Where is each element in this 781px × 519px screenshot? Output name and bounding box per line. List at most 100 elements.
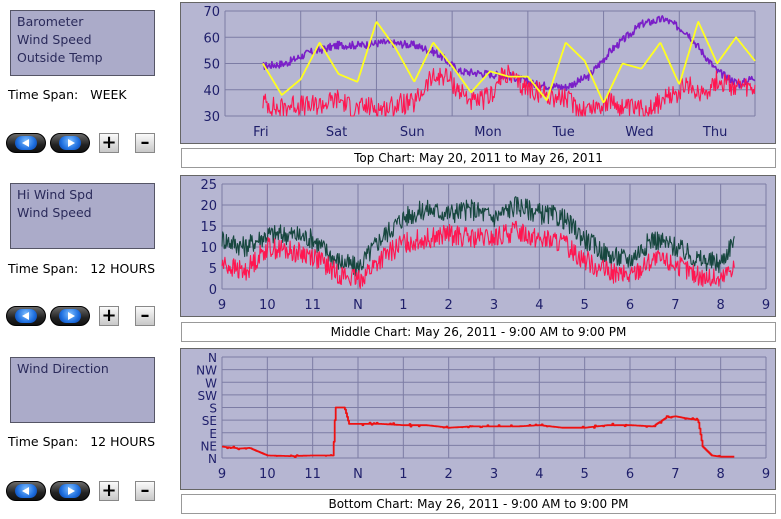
legend-box-middle: Hi Wind Spd Wind Speed <box>10 183 155 249</box>
y-tick-label: 40 <box>203 84 220 99</box>
y-tick-label: 70 <box>203 5 220 20</box>
y-tick-label: 50 <box>203 58 220 73</box>
zoom-in-button-middle[interactable]: + <box>99 306 119 326</box>
x-tick-label: N <box>353 467 363 482</box>
x-tick-label: 7 <box>671 467 679 482</box>
y-tick-label: 0 <box>209 283 217 298</box>
y-tick-label: SE <box>202 414 217 428</box>
x-tick-label: 3 <box>490 298 498 313</box>
y-tick-label: NW <box>196 364 217 378</box>
legend-label: Wind Speed <box>17 205 92 220</box>
x-tick-label: 11 <box>304 467 321 482</box>
bottom-chart: N NE E SE S SW W NW N 9 10 11 N 1 2 3 4 5 6 7 8 9 <box>180 348 776 490</box>
series-line <box>221 220 735 289</box>
x-tick-label: 9 <box>218 467 226 482</box>
top-chart: 30 40 50 60 70 Fri Sat Sun Mon Tue Wed Thu <box>180 2 776 144</box>
prev-button-top[interactable] <box>6 133 46 153</box>
series-line <box>262 64 756 117</box>
series-line <box>221 196 735 277</box>
zoom-out-button-bottom[interactable]: – <box>135 481 155 501</box>
y-tick-label: E <box>209 427 217 441</box>
y-tick-label: NE <box>200 439 217 453</box>
x-tick-label: 4 <box>535 467 543 482</box>
y-tick-label: 60 <box>203 31 220 46</box>
time-span-top: Time Span: WEEK <box>8 87 139 102</box>
y-tick-label: 20 <box>200 199 217 214</box>
x-tick-label: Wed <box>625 125 653 140</box>
legend-label: Wind Direction <box>17 361 109 376</box>
x-tick-label: 2 <box>445 298 453 313</box>
legend-box-top: Barometer Wind Speed Outside Temp <box>10 10 155 76</box>
time-span-label: Time Span: <box>8 87 79 102</box>
x-tick-label: Thu <box>702 125 727 140</box>
y-tick-label: 25 <box>200 178 217 193</box>
x-tick-label: 1 <box>399 467 407 482</box>
y-tick-label: 15 <box>200 220 217 235</box>
y-tick-label: SW <box>198 389 218 403</box>
next-button-middle[interactable] <box>50 306 90 326</box>
left-arrow-icon <box>15 309 37 323</box>
prev-button-bottom[interactable] <box>6 481 46 501</box>
x-tick-label: Sat <box>326 125 347 140</box>
bottom-chart-caption: Bottom Chart: May 26, 2011 - 9:00 AM to … <box>181 494 776 514</box>
left-arrow-icon <box>15 136 37 150</box>
time-span-label: Time Span: <box>8 434 79 449</box>
series-line <box>222 406 735 458</box>
legend-label: Barometer <box>17 14 84 29</box>
x-tick-label: 2 <box>445 467 453 482</box>
top-chart-svg: 30 40 50 60 70 Fri Sat Sun Mon Tue Wed Thu <box>203 5 756 140</box>
middle-chart-caption: Middle Chart: May 26, 2011 - 9:00 AM to … <box>181 322 776 342</box>
x-tick-label: Tue <box>552 125 575 140</box>
legend-label: Outside Temp <box>17 50 103 65</box>
right-arrow-icon <box>59 309 81 323</box>
time-span-label: Time Span: <box>8 261 79 276</box>
x-tick-label: 5 <box>581 467 589 482</box>
zoom-out-button-top[interactable]: – <box>135 133 155 153</box>
x-tick-label: Fri <box>253 125 269 140</box>
next-button-bottom[interactable] <box>50 481 90 501</box>
x-tick-label: 11 <box>304 298 321 313</box>
x-tick-label: 7 <box>671 298 679 313</box>
right-arrow-icon <box>59 484 81 498</box>
x-tick-label: 8 <box>717 467 725 482</box>
x-tick-label: 10 <box>259 298 276 313</box>
x-tick-label: 4 <box>535 298 543 313</box>
y-tick-label: N <box>208 351 217 365</box>
y-tick-label: 10 <box>200 241 217 256</box>
legend-label: Hi Wind Spd <box>17 187 94 202</box>
y-tick-label: 30 <box>203 110 220 125</box>
time-span-value: 12 HOURS <box>90 261 156 276</box>
x-tick-label: 6 <box>626 298 634 313</box>
zoom-out-button-middle[interactable]: – <box>135 306 155 326</box>
series-line <box>262 21 756 104</box>
x-tick-label: 10 <box>259 467 276 482</box>
time-span-bottom: Time Span: 12 HOURS <box>8 434 167 449</box>
y-tick-label: 5 <box>209 262 217 277</box>
legend-box-bottom: Wind Direction <box>10 357 155 423</box>
prev-button-middle[interactable] <box>6 306 46 326</box>
x-tick-label: 9 <box>218 298 226 313</box>
time-span-middle: Time Span: 12 HOURS <box>8 261 167 276</box>
middle-chart-svg: 0 5 10 15 20 25 9 10 11 N 1 2 3 4 5 6 7 8 9 <box>200 178 770 313</box>
x-tick-label: 6 <box>626 467 634 482</box>
x-tick-label: 1 <box>399 298 407 313</box>
zoom-in-button-bottom[interactable]: + <box>99 481 119 501</box>
x-tick-label: 9 <box>762 298 770 313</box>
x-tick-label: 5 <box>581 298 589 313</box>
x-tick-label: N <box>353 298 363 313</box>
next-button-top[interactable] <box>50 133 90 153</box>
y-tick-label: W <box>205 376 217 390</box>
zoom-in-button-top[interactable]: + <box>99 133 119 153</box>
x-tick-label: 9 <box>762 467 770 482</box>
x-tick-label: 3 <box>490 467 498 482</box>
x-tick-label: Mon <box>474 125 501 140</box>
time-span-value: 12 HOURS <box>90 434 156 449</box>
top-chart-caption: Top Chart: May 20, 2011 to May 26, 2011 <box>181 148 776 168</box>
y-tick-label: N <box>208 452 217 466</box>
y-tick-label: S <box>209 402 217 416</box>
legend-label: Wind Speed <box>17 32 92 47</box>
x-tick-label: Sun <box>400 125 425 140</box>
time-span-value: WEEK <box>90 87 127 102</box>
x-tick-label: 8 <box>717 298 725 313</box>
